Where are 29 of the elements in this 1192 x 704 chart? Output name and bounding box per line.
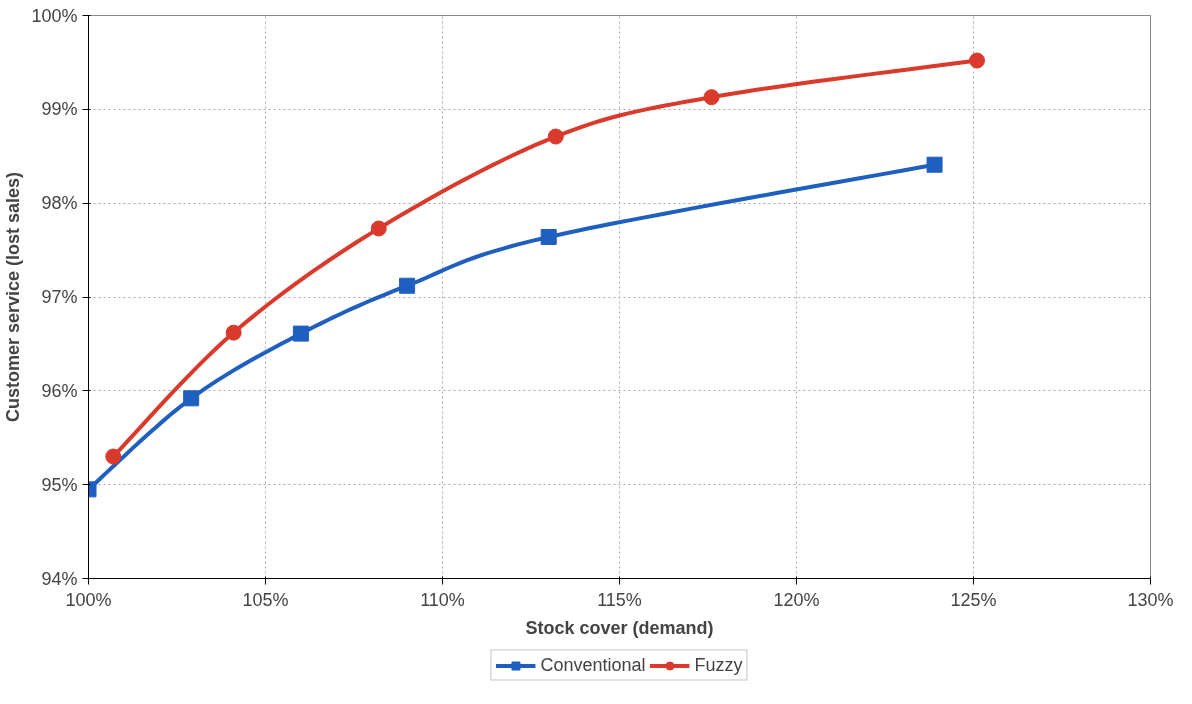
y-tick-label: 97% bbox=[41, 287, 78, 307]
y-tick-label: 100% bbox=[31, 5, 78, 26]
point bbox=[292, 325, 309, 342]
point bbox=[703, 89, 720, 106]
x-axis-title: Stock cover (demand) bbox=[525, 617, 714, 638]
point bbox=[183, 390, 200, 407]
y-tick-label: 96% bbox=[41, 380, 78, 401]
legend-label: Conventional bbox=[540, 654, 646, 676]
point bbox=[547, 128, 564, 145]
point bbox=[399, 277, 416, 294]
point bbox=[926, 156, 943, 173]
y-tick-label: 95% bbox=[41, 474, 78, 495]
y-axis-title: Customer service (lost sales) bbox=[3, 171, 24, 423]
x-tick-label: 115% bbox=[597, 589, 642, 610]
x-tick-label: 110% bbox=[420, 589, 465, 610]
y-tick-label: 98% bbox=[41, 193, 78, 214]
y-tick-label: 99% bbox=[41, 99, 78, 120]
point bbox=[105, 448, 122, 465]
x-tick-label: 125% bbox=[950, 589, 997, 610]
x-tick-label: 120% bbox=[773, 589, 820, 610]
y-tick-label: 94% bbox=[41, 568, 78, 589]
point bbox=[370, 220, 387, 237]
legend-label: Fuzzy bbox=[694, 654, 743, 676]
point bbox=[969, 52, 986, 69]
point bbox=[225, 324, 242, 341]
point bbox=[540, 228, 557, 245]
x-tick-label: 100% bbox=[65, 589, 112, 610]
x-tick-label: 130% bbox=[1127, 589, 1174, 610]
x-tick-label: 105% bbox=[242, 589, 289, 610]
